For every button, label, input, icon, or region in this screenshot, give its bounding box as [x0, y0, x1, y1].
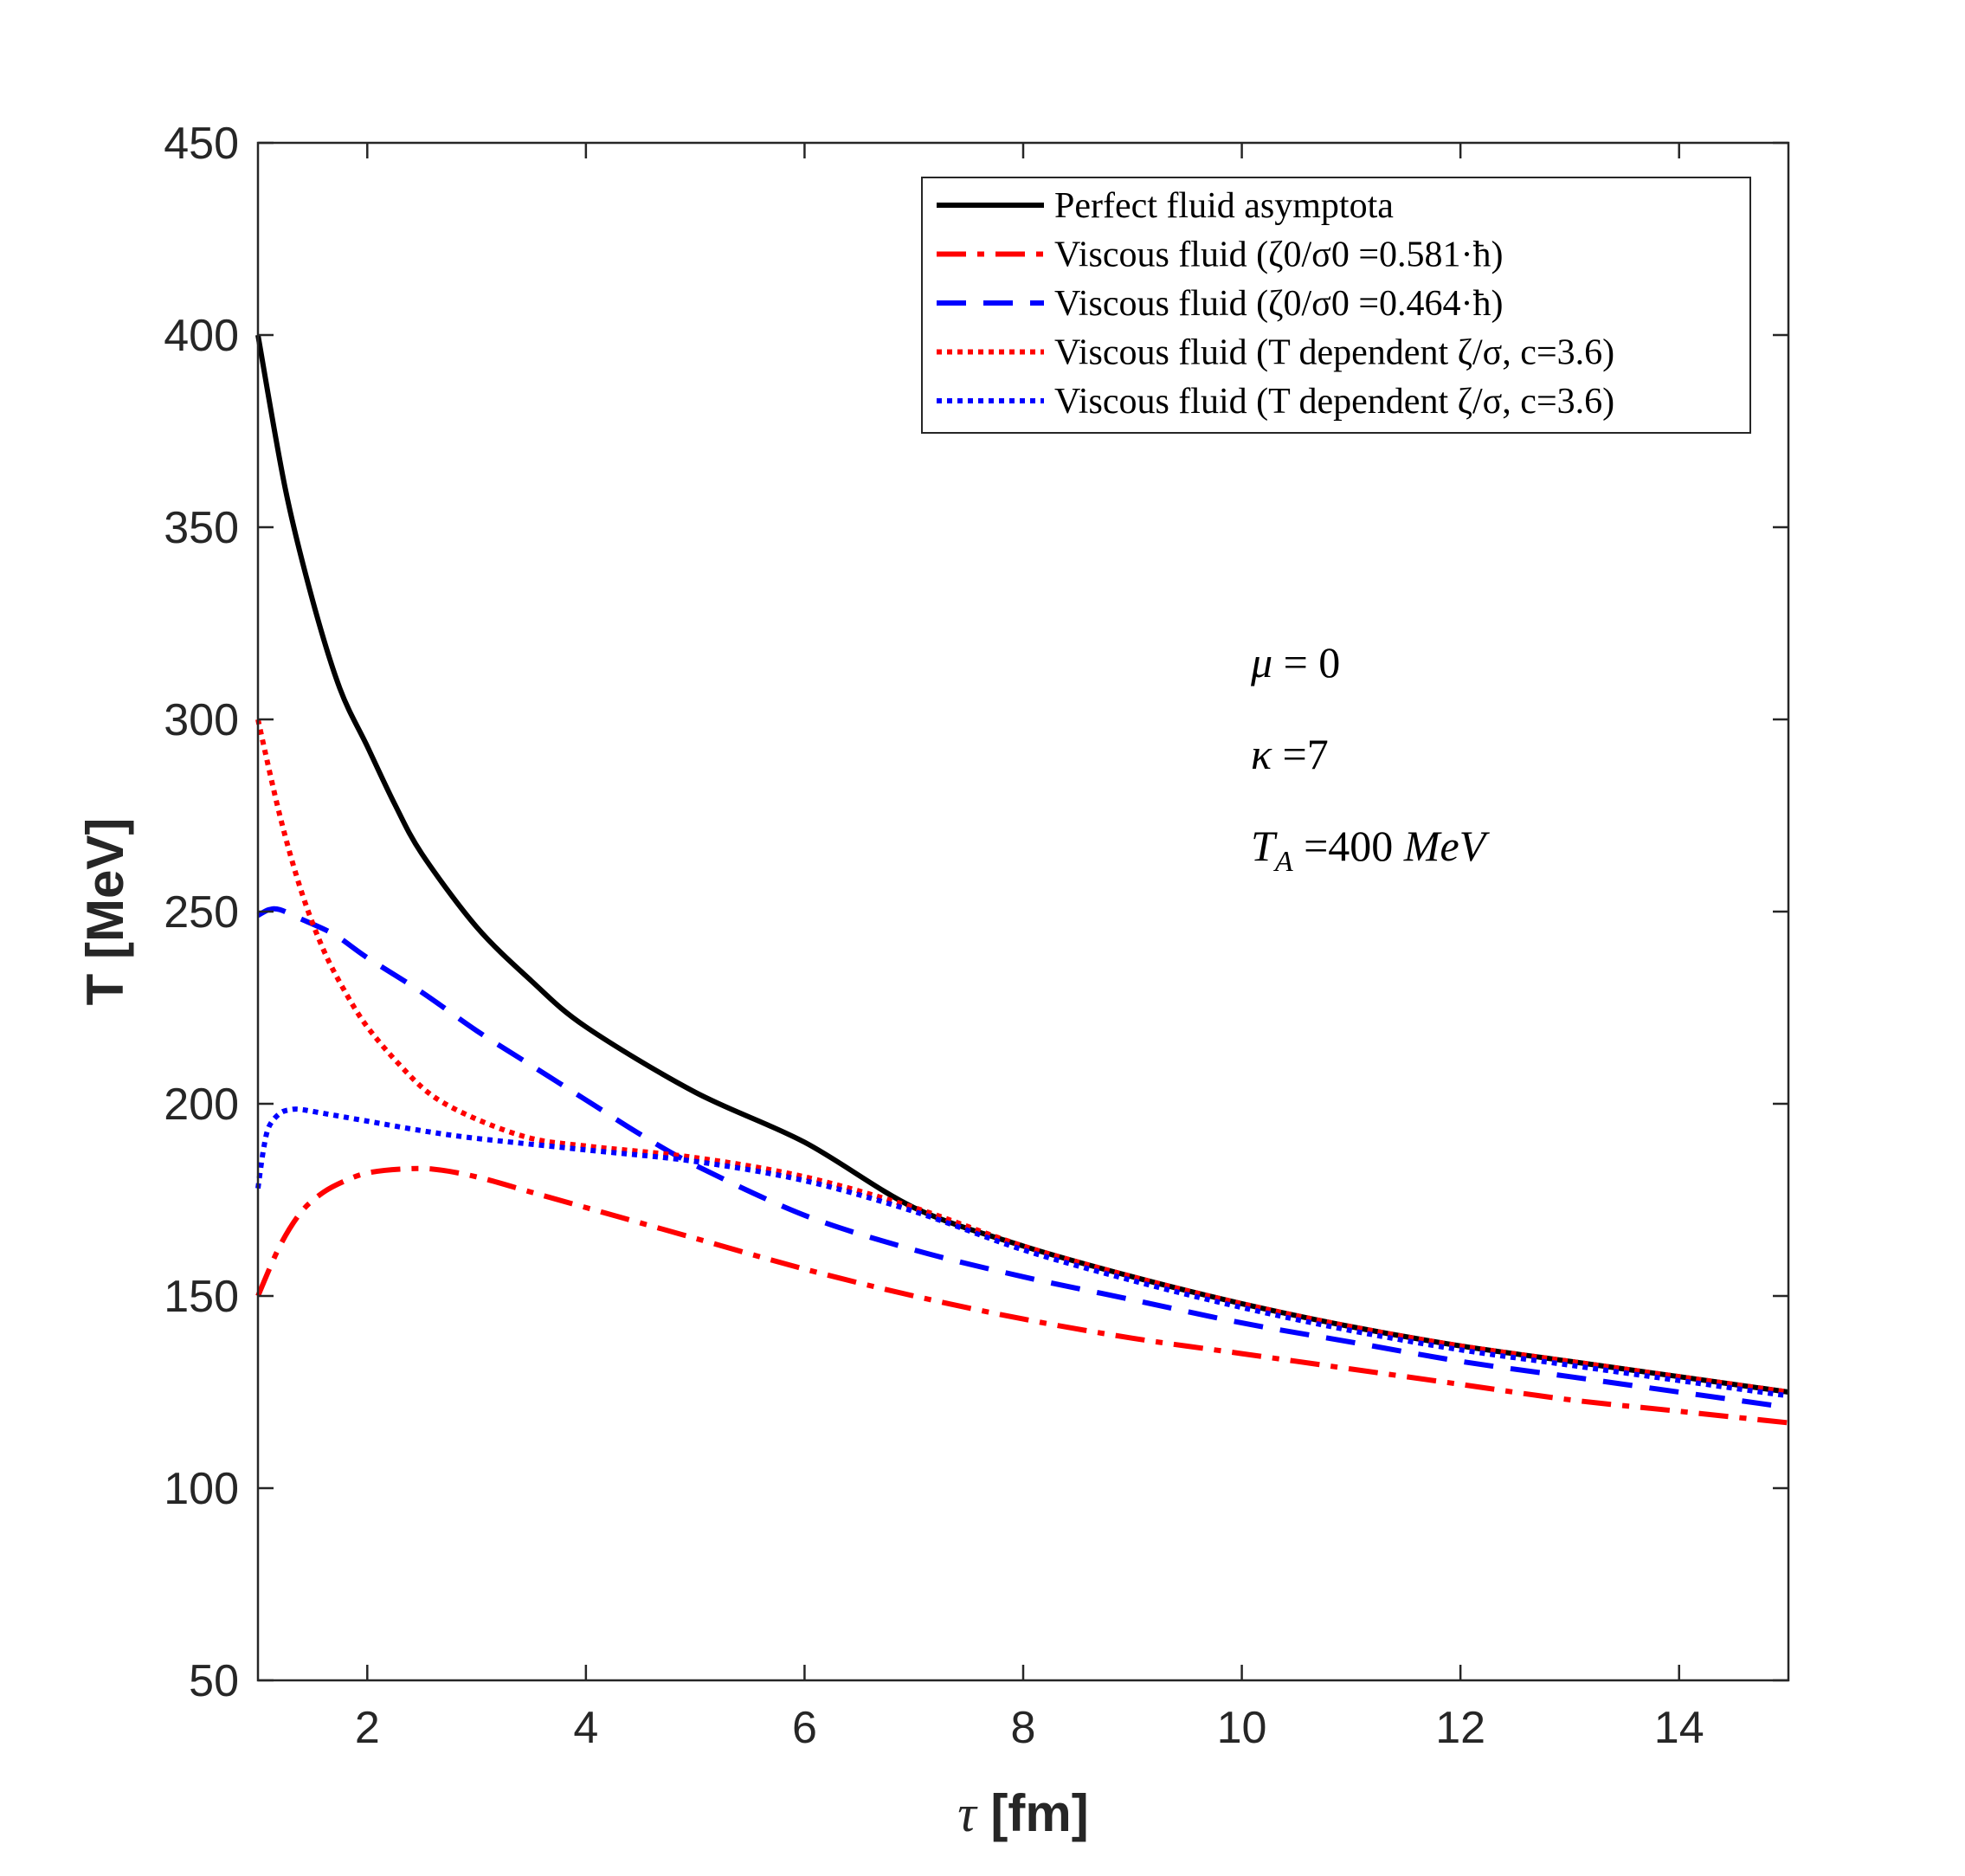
annotation-mu-symbol: μ	[1250, 638, 1272, 687]
y-tick-label: 200	[164, 1080, 239, 1130]
x-axis-symbol: τ	[957, 1785, 978, 1842]
legend-entries: Perfect fluid asymptota Viscous fluid (ζ0…	[937, 186, 1614, 422]
x-tick-label: 12	[1435, 1703, 1485, 1753]
series-line-5	[255, 1106, 1789, 1399]
ticks-layer	[258, 141, 1788, 1682]
y-tick-label: 300	[164, 695, 239, 745]
annotation-kappa-value: =7	[1272, 730, 1329, 778]
y-tick-label: 250	[164, 887, 239, 938]
y-tick-label: 150	[164, 1272, 239, 1322]
x-tick-label: 4	[573, 1703, 598, 1753]
y-tick-label: 450	[164, 119, 239, 169]
series-line-2	[255, 1165, 1789, 1426]
series-layer	[255, 334, 1789, 1426]
y-axis-title: T [MeV]	[76, 818, 134, 1006]
tick-labels-layer: 2 4 6 8 10 12 14 50 100 150 200 250 300 350 400 450	[164, 119, 1704, 1753]
legend-label-1: Perfect fluid asymptota	[1054, 186, 1394, 226]
annotation-ta-subscript: A	[1273, 846, 1293, 878]
x-tick-label: 6	[792, 1703, 817, 1753]
legend-box	[921, 177, 1751, 434]
annotation-mu: μ = 0	[1250, 638, 1340, 687]
y-tick-label: 400	[164, 311, 239, 361]
legend-label-5: Viscous fluid (T dependent ζ/σ, c=3.6)	[1054, 382, 1614, 422]
x-tick-label: 10	[1217, 1703, 1267, 1753]
annotation-ta-value: =400	[1293, 822, 1404, 870]
annotation-kappa-symbol: κ	[1251, 730, 1272, 778]
x-axis-title: τ [fm]	[957, 1784, 1088, 1842]
legend-label-4: Viscous fluid (T dependent ζ/σ, c=3.6)	[1054, 333, 1614, 373]
x-tick-label: 8	[1011, 1703, 1036, 1753]
y-tick-label: 50	[189, 1656, 239, 1706]
x-tick-label: 14	[1654, 1703, 1704, 1753]
legend-label-2: Viscous fluid (ζ0/σ0 =0.581·ħ)	[1054, 235, 1503, 275]
series-line-3	[256, 906, 1789, 1410]
annotation-ta-unit: MeV	[1403, 822, 1491, 870]
legend: Perfect fluid asymptota Viscous fluid (ζ0…	[921, 177, 1751, 434]
x-tick-label: 2	[355, 1703, 380, 1753]
annotation-kappa: κ =7	[1251, 730, 1329, 778]
y-tick-label: 350	[164, 503, 239, 553]
x-axis-unit: [fm]	[990, 1784, 1088, 1842]
legend-label-3: Viscous fluid (ζ0/σ0 =0.464·ħ)	[1054, 284, 1503, 324]
annotation-ta: TA =400 MeV	[1251, 822, 1491, 878]
annotation-mu-value: = 0	[1272, 638, 1340, 687]
annotation-ta-symbol: T	[1251, 822, 1278, 870]
y-tick-label: 100	[164, 1464, 239, 1514]
